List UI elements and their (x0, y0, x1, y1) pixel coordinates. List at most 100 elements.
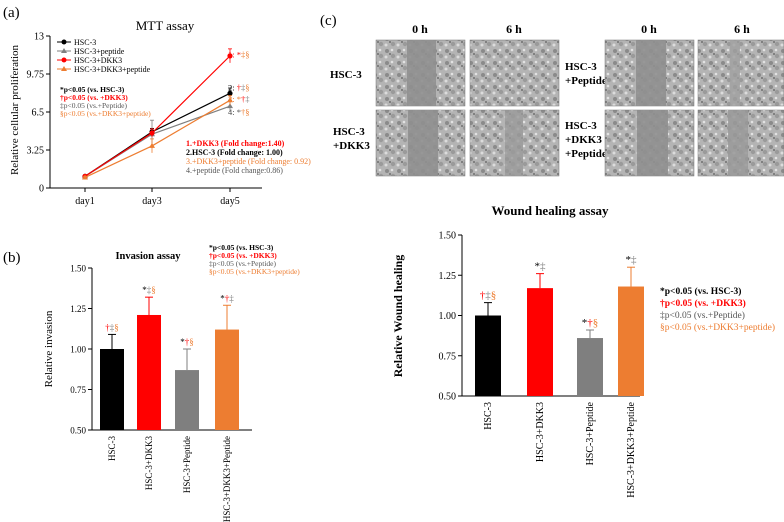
x-tick-label: HSC-3+DKK3+Peptide (626, 401, 637, 497)
sig-legend-line: ‡p<0.05 (vs.+Peptide) (660, 310, 745, 321)
bar-annotation: *‡ (535, 261, 547, 273)
data-point (227, 103, 233, 109)
y-tick-label: 1.50 (439, 231, 457, 242)
sig-legend-line: §p<0.05 (vs.+DKK3+peptide) (209, 267, 300, 276)
significance-mark: ‡ (241, 82, 245, 92)
significance-mark: § (245, 82, 249, 92)
time-label: 6 h (734, 22, 750, 36)
row-label: +DKK3 (333, 140, 370, 152)
x-tick-label: day5 (220, 196, 239, 207)
legend-marker-circle (61, 39, 67, 45)
bar-annotation: *‡§ (142, 285, 156, 295)
data-point (227, 90, 233, 96)
fold-change-line: 1.+DKK3 (Fold change:1.40) (186, 139, 285, 148)
mtt-legend: HSC-3 HSC-3+peptide HSC-3+DKK3 HSC-3+DKK… (57, 38, 151, 74)
sig-legend-line: ‡p<0.05 (vs.+Peptide) (209, 259, 276, 268)
y-tick-label: 13 (34, 32, 44, 43)
x-tick-label: HSC-3+DKK3 (144, 436, 154, 491)
wound-ylabel: Relative Wound healing (391, 255, 405, 377)
sig-legend-line: *p<0.05 (vs. HSC-3) (209, 243, 274, 252)
y-tick-label: 1.00 (70, 345, 86, 355)
row-label: +DKK3 (565, 134, 602, 146)
micrograph-image (375, 39, 466, 107)
row-label: +Peptide (565, 148, 607, 160)
x-tick-label: HSC-3 (483, 402, 494, 430)
significance-mark: ‡ (631, 254, 637, 266)
row-label: HSC-3 (330, 69, 362, 81)
significance-mark: ‡ (540, 261, 546, 273)
time-label: 0 h (641, 22, 657, 36)
wound-healing-chart: Wound healing assay Relative Wound heali… (391, 203, 775, 498)
legend-marker-triangle (61, 48, 67, 53)
bar-annotation: *‡ (626, 254, 638, 266)
end-label: 1: *‡§ (228, 50, 250, 60)
invasion-ylabel: Relative invasion (43, 310, 55, 387)
panel-label-b: (b) (3, 250, 21, 266)
micrograph-image (697, 39, 784, 107)
x-tick-label: HSC-3+DKK3 (535, 402, 546, 462)
micrograph-image (604, 109, 695, 177)
significance-mark: † (225, 293, 230, 303)
y-tick-label: 0 (39, 184, 44, 195)
mtt-ylabel: Relative cellular proliferation (9, 44, 21, 175)
significance-mark: ‡ (229, 293, 234, 303)
significance-mark: † (587, 317, 593, 329)
sig-legend-line: †p<0.05 (vs. +DKK3) (60, 93, 128, 102)
micrograph-image (469, 39, 560, 107)
bar (175, 370, 199, 430)
bar-annotation: *†§ (180, 337, 194, 347)
mtt-legend-entry: HSC-3 (74, 38, 96, 47)
row-label: HSC-3 (333, 126, 365, 138)
bar-annotation: *†§ (582, 317, 599, 329)
significance-mark: * (535, 261, 541, 273)
significance-mark: 4: * (228, 107, 241, 117)
y-tick-label: 0.50 (439, 392, 457, 403)
sig-legend-line: §p<0.05 (vs.+DKK3+peptide) (660, 322, 775, 333)
wound-title: Wound healing assay (491, 203, 609, 218)
bar (215, 329, 239, 430)
data-point (227, 97, 233, 103)
bar (475, 315, 501, 396)
significance-mark: § (491, 290, 497, 302)
data-point (149, 130, 155, 136)
significance-mark: § (593, 317, 599, 329)
invasion-chart: Invasion assay Relative invasion 0.50 0.7… (43, 243, 300, 522)
data-point (227, 53, 233, 59)
mtt-legend-entry: HSC-3+DKK3 (74, 56, 122, 65)
micrograph-image (697, 109, 784, 177)
significance-mark: * (582, 317, 588, 329)
sig-legend-line: †p<0.05 (vs. +DKK3) (209, 251, 277, 260)
significance-mark: 2: (228, 82, 237, 92)
bar (137, 314, 161, 430)
y-tick-label: 0.75 (70, 385, 86, 395)
x-tick-label: day3 (142, 196, 161, 207)
significance-mark: † (105, 322, 110, 332)
sig-legend-line: *p<0.05 (vs. HSC-3) (660, 286, 741, 297)
row-label: HSC-3 (565, 120, 597, 132)
fold-change-line: 2.HSC-3 (Fold change: 1.00) (186, 148, 283, 157)
y-tick-label: 6.5 (32, 108, 45, 119)
sig-legend-line: §p<0.05 (vs.+DKK3+peptide) (60, 109, 151, 118)
significance-mark: § (189, 337, 194, 347)
significance-mark: * (180, 337, 185, 347)
significance-mark: ‡ (485, 290, 491, 302)
y-tick-label: 1.25 (70, 304, 86, 314)
fold-change-line: 3.+DKK3+peptide (Fold change: 0.92) (186, 157, 311, 166)
y-tick-label: 0.50 (70, 426, 86, 436)
significance-mark: † (237, 82, 241, 92)
mtt-fold-changes: 1.+DKK3 (Fold change:1.40) 2.HSC-3 (Fold… (186, 139, 311, 175)
x-tick-label: day1 (75, 196, 94, 207)
mtt-legend-entry: HSC-3+DKK3+peptide (74, 65, 151, 74)
significance-mark: † (185, 337, 190, 347)
end-label: 4: *†§ (228, 107, 250, 117)
bar-annotation: †‡§ (105, 322, 119, 332)
sig-legend-line: †p<0.05 (vs. +DKK3) (660, 298, 746, 309)
mtt-title: MTT assay (136, 18, 195, 33)
sig-legend-line: ‡p<0.05 (vs.+Peptide) (60, 101, 127, 110)
significance-mark: 3: * (228, 94, 241, 104)
wound-micrograph-panel: 0 h 6 h 0 h 6 h HSC-3 HSC-3 +DKK3 HSC-3 … (330, 22, 784, 177)
micrograph-image (604, 39, 695, 107)
significance-mark: †§ (241, 107, 250, 117)
mtt-chart: MTT assay Relative cellular proliferatio… (9, 18, 311, 207)
